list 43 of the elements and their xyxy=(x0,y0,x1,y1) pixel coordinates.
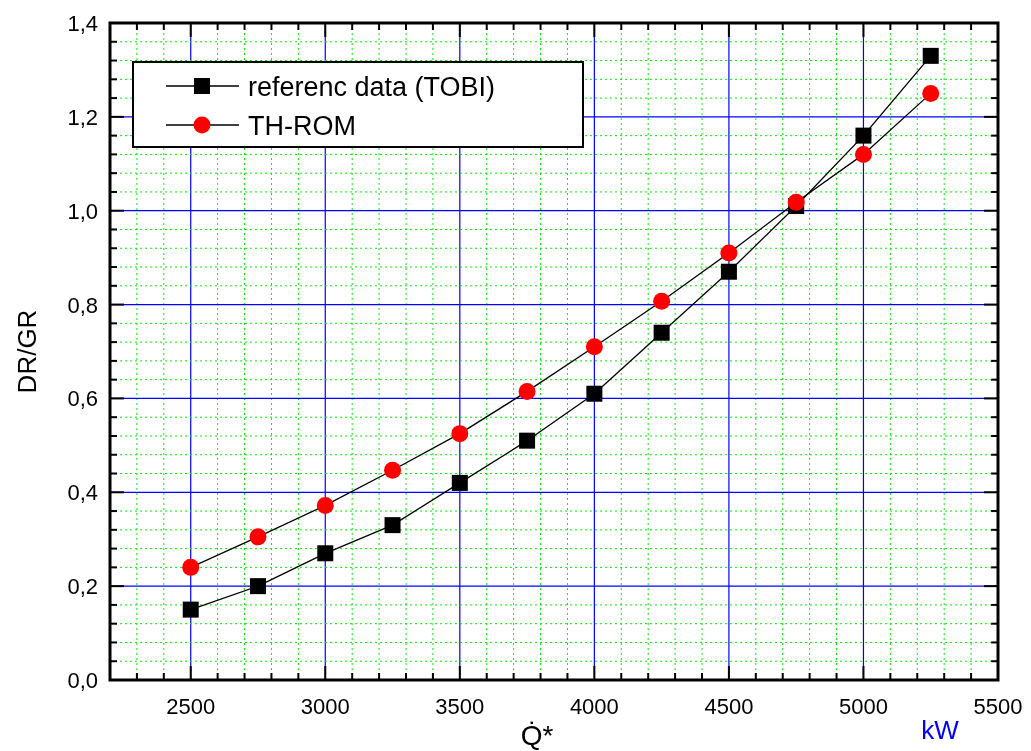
x-tick-label: 5500 xyxy=(973,694,1023,719)
y-tick-label: 1,0 xyxy=(67,198,98,224)
legend-label: referenc data (TOBI) xyxy=(248,72,496,102)
y-tick-label: 0,8 xyxy=(67,292,98,318)
point xyxy=(250,578,266,595)
point xyxy=(384,517,401,534)
point xyxy=(922,47,939,64)
point xyxy=(317,545,334,562)
x-tick-label: 2500 xyxy=(166,694,216,719)
point xyxy=(653,324,670,341)
point xyxy=(720,244,738,262)
point xyxy=(787,193,805,211)
x-tick-label: 4500 xyxy=(704,694,754,719)
point xyxy=(720,263,737,280)
y-axis-title: DR/GR xyxy=(12,309,42,394)
point xyxy=(182,558,200,576)
y-tick-label: 0,6 xyxy=(67,386,98,412)
point xyxy=(182,601,199,618)
point xyxy=(249,528,267,546)
point xyxy=(451,474,468,491)
legend-label: TH-ROM xyxy=(248,111,356,141)
point xyxy=(586,385,603,402)
x-axis-title: Q̇* xyxy=(520,720,554,751)
point xyxy=(519,432,536,449)
point xyxy=(653,292,671,310)
point xyxy=(518,382,536,400)
point xyxy=(854,145,872,163)
point xyxy=(384,461,402,479)
x-tick-label: 3000 xyxy=(300,694,350,719)
y-tick-label: 1,2 xyxy=(67,104,98,130)
y-tick-label: 0,4 xyxy=(67,480,98,506)
x-tick-label: 4000 xyxy=(569,694,619,719)
point xyxy=(922,84,940,102)
y-tick-label: 0,2 xyxy=(67,574,98,600)
point xyxy=(316,496,334,514)
y-tick-label: 0,0 xyxy=(67,668,98,693)
x-tick-label: 5000 xyxy=(838,694,888,719)
point xyxy=(855,127,872,144)
point xyxy=(585,338,603,356)
y-tick-label: 1,4 xyxy=(67,11,98,36)
x-tick-label: 3500 xyxy=(435,694,485,719)
point xyxy=(451,425,469,443)
text: kW xyxy=(921,715,960,745)
